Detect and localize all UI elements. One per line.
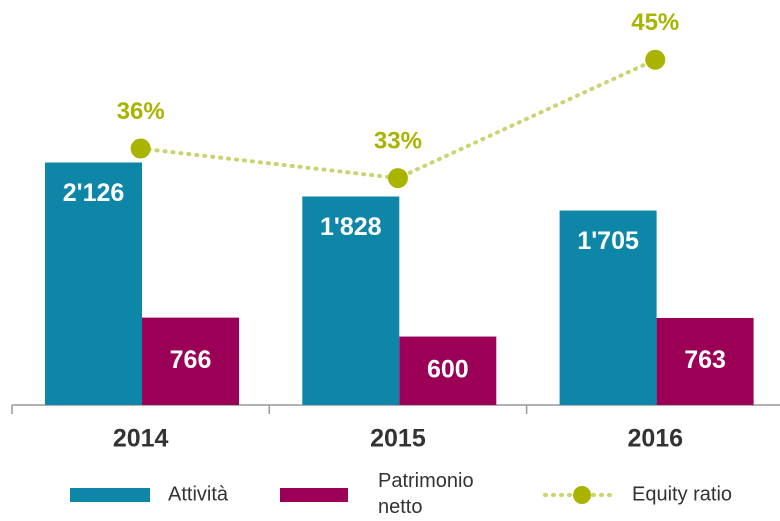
- equity-point: [130, 138, 151, 159]
- data-label: 763: [684, 346, 726, 374]
- bar: [559, 210, 657, 405]
- x-tick-label: 2015: [370, 425, 426, 453]
- legend-label: Equity ratio: [632, 483, 732, 505]
- equity-point: [645, 49, 666, 70]
- data-label: 600: [427, 355, 469, 383]
- bar: [656, 317, 754, 405]
- x-tick-label: 2014: [113, 425, 169, 453]
- legend-marker: [573, 486, 591, 504]
- legend-swatch: [70, 488, 150, 502]
- bar: [45, 162, 142, 405]
- bar: [399, 336, 497, 405]
- data-label: 45%: [631, 9, 679, 36]
- bar: [302, 196, 400, 405]
- data-label: 36%: [117, 98, 165, 125]
- legend-label: Patrimonio netto: [378, 470, 474, 518]
- legend-swatch: [280, 488, 348, 502]
- data-label: 33%: [374, 127, 422, 154]
- legend-label: Attività: [168, 483, 229, 505]
- equity-point: [387, 168, 408, 189]
- data-label: 1'705: [577, 227, 639, 255]
- data-label: 1'828: [320, 213, 382, 241]
- data-label: 2'126: [63, 179, 125, 207]
- data-label: 766: [170, 346, 212, 374]
- bar: [142, 317, 239, 405]
- x-tick-label: 2016: [627, 425, 683, 453]
- equity-line: [138, 57, 658, 181]
